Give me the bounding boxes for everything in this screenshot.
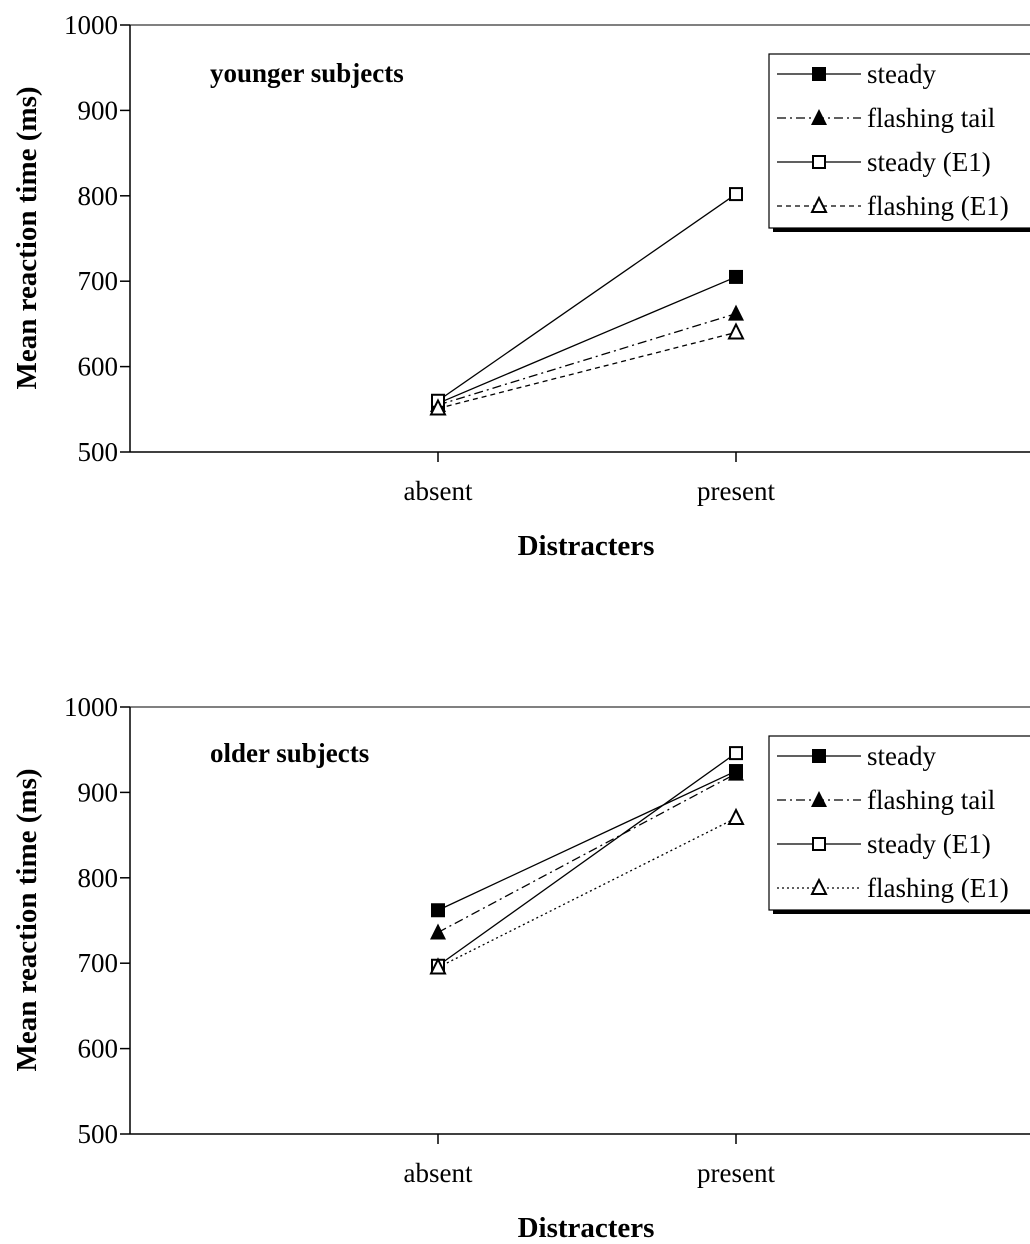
y-tick-label: 700 (78, 948, 119, 978)
data-point (727, 807, 745, 826)
panel-title: younger subjects (210, 58, 404, 88)
x-tick-label: present (697, 1158, 775, 1188)
series-line (437, 313, 737, 406)
legend-marker (811, 109, 827, 125)
legend-marker (812, 67, 826, 81)
x-axis-title: Distracters (518, 1212, 655, 1244)
legend-label: steady (E1) (867, 829, 991, 859)
series-line (437, 193, 737, 402)
legend-marker (811, 791, 827, 807)
series-line (437, 276, 737, 404)
legend-label: flashing (E1) (867, 191, 1009, 221)
data-point (728, 304, 744, 321)
panel-title: older subjects (210, 738, 369, 768)
legend: steady flashing tail steady (E1) flashing (… (768, 53, 1030, 232)
legend-marker (812, 837, 826, 851)
legend-box (768, 53, 1030, 229)
legend-marker (812, 155, 826, 169)
y-tick-label: 600 (78, 1034, 119, 1064)
legend-label: steady (E1) (867, 147, 991, 177)
y-tick-label: 900 (78, 95, 119, 125)
y-tick-label: 900 (78, 777, 119, 807)
data-point (728, 764, 744, 781)
x-tick-label: present (697, 476, 775, 506)
y-tick-label: 1000 (64, 692, 118, 722)
x-tick-label: absent (404, 1158, 473, 1188)
series-line (437, 752, 737, 967)
data-point (727, 322, 745, 340)
y-tick-label: 700 (78, 266, 119, 296)
legend-box (768, 735, 1030, 911)
data-point (431, 903, 445, 918)
y-axis-title: Mean reaction time (ms) (11, 768, 43, 1071)
data-point (729, 269, 743, 284)
data-point (729, 746, 743, 761)
y-axis-title: Mean reaction time (ms) (11, 86, 43, 389)
legend-label: steady (867, 741, 936, 771)
y-tick-label: 600 (78, 352, 119, 382)
legend-label: flashing tail (867, 103, 995, 133)
legend-label: flashing tail (867, 785, 995, 815)
x-tick-label: absent (404, 476, 473, 506)
legend-marker (810, 877, 828, 895)
y-tick-label: 500 (78, 1119, 119, 1149)
series-line (437, 770, 737, 911)
y-tick-label: 1000 (64, 10, 118, 40)
data-point (429, 957, 447, 975)
legend-label: flashing (E1) (867, 873, 1009, 903)
y-tick-label: 800 (78, 863, 119, 893)
y-tick-label: 500 (78, 437, 119, 467)
series-line (437, 773, 737, 934)
data-point (429, 398, 447, 416)
chart-panel-1: 500 600 700 800 900 1000 absent present Distract… (11, 10, 1030, 562)
legend-marker (810, 195, 828, 213)
chart-panel-2: 500 600 700 800 900 1000 absent present Distract… (11, 692, 1030, 1244)
series-line (437, 331, 737, 410)
data-point (729, 187, 743, 202)
series-line (437, 817, 737, 969)
y-tick-label: 800 (78, 181, 119, 211)
legend-marker (812, 749, 826, 763)
legend-label: steady (867, 59, 936, 89)
legend: steady flashing tail steady (E1) flashing (… (768, 735, 1030, 914)
x-axis-title: Distracters (518, 530, 655, 562)
data-point (430, 923, 446, 940)
